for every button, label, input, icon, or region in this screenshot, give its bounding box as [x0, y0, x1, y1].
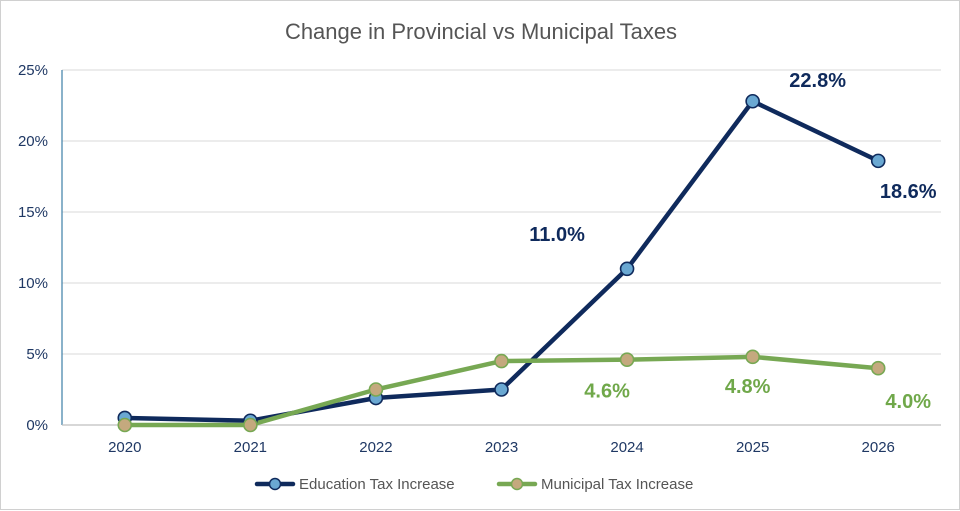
y-tick-label: 25%	[18, 62, 48, 79]
x-tick-label: 2025	[736, 439, 769, 456]
series-1-point	[745, 93, 760, 109]
series-2-point	[494, 353, 509, 369]
data-label: 4.6%	[584, 381, 630, 403]
data-label: 4.0%	[885, 391, 931, 413]
x-tick-label: 2026	[862, 439, 895, 456]
series-1-point	[494, 382, 509, 397]
legend-swatch-marker	[268, 477, 282, 491]
x-tick-label: 2021	[234, 439, 267, 456]
series-2-point	[619, 352, 635, 367]
series-1-point	[619, 261, 635, 277]
chart-title: Change in Provincial vs Municipal Taxes	[285, 19, 677, 44]
series-2-point	[368, 382, 384, 397]
y-tick-label: 15%	[18, 204, 48, 221]
data-label: 11.0%	[529, 224, 585, 246]
legend: Education Tax Increase Municipal Tax Incr…	[254, 476, 693, 493]
legend-label: Municipal Tax Increase	[541, 476, 693, 493]
series-2-point	[870, 360, 886, 376]
y-tick-label: 10%	[18, 275, 48, 292]
x-tick-label: 2020	[108, 439, 141, 456]
series-2-point	[745, 349, 760, 365]
data-label: 18.6%	[880, 181, 937, 203]
series-2-point	[117, 417, 133, 433]
series-line-1	[122, 98, 881, 423]
data-label: 4.8%	[725, 376, 771, 398]
series-group	[117, 93, 886, 433]
legend-swatch-marker	[510, 477, 524, 491]
y-tick-label: 20%	[18, 133, 48, 150]
y-tick-label: 5%	[26, 346, 48, 363]
x-tick-label: 2023	[485, 439, 518, 456]
gridlines	[62, 69, 941, 355]
data-labels: 11.0% 22.8% 18.6% 4.6% 4.8% 4.0%	[529, 70, 937, 413]
y-tick-label: 0%	[26, 417, 48, 434]
legend-label: Education Tax Increase	[299, 476, 455, 493]
x-tick-label: 2024	[610, 439, 643, 456]
axes: 0% 5% 10% 15% 20% 25% 2020 2021 2022 2023 2024 2025…	[18, 62, 941, 456]
series-2-point	[243, 417, 258, 433]
x-tick-label: 2022	[359, 439, 392, 456]
series-1-point	[870, 153, 886, 169]
data-label: 22.8%	[789, 70, 846, 92]
